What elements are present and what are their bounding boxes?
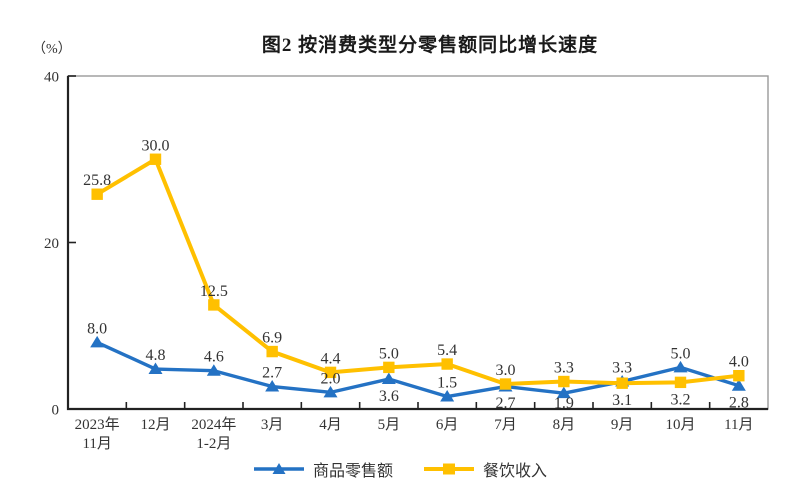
data-point-marker-0 bbox=[673, 360, 688, 373]
chart-title: 图2 按消费类型分零售额同比增长速度 bbox=[261, 35, 599, 56]
data-point-marker-1 bbox=[324, 366, 337, 379]
data-point-marker-1 bbox=[616, 377, 628, 389]
data-point-marker-1 bbox=[674, 376, 687, 389]
data-label-1: 6.9 bbox=[262, 330, 282, 347]
legend-item-catering: 餐饮收入 bbox=[423, 457, 547, 481]
x-tick-label: 6月 bbox=[436, 417, 459, 433]
data-label-1: 3.3 bbox=[554, 360, 574, 377]
y-tick-label: 40 bbox=[44, 70, 59, 86]
data-label-1: 5.4 bbox=[437, 342, 457, 359]
data-label-0: 1.9 bbox=[554, 395, 574, 412]
x-tick-label: 2024年 1-2月 bbox=[191, 416, 236, 452]
x-tick-label: 11月 bbox=[724, 417, 753, 433]
series-line-0 bbox=[95, 340, 741, 399]
data-label-0: 2.0 bbox=[321, 370, 341, 387]
x-tick-label: 2023年 11月 bbox=[75, 416, 120, 452]
x-tick-label: 9月 bbox=[611, 417, 634, 433]
y-tick-label: 20 bbox=[44, 236, 59, 252]
x-tick-label: 12月 bbox=[140, 417, 170, 433]
data-point-marker-1 bbox=[208, 299, 220, 311]
data-point-marker-0 bbox=[381, 372, 396, 385]
data-point-marker-1 bbox=[149, 153, 162, 165]
data-point-marker-1 bbox=[441, 358, 453, 370]
data-label-0: 3.3 bbox=[612, 360, 632, 377]
data-label-0: 2.7 bbox=[262, 365, 282, 382]
legend-catering-marker-icon bbox=[424, 463, 474, 475]
data-point-marker-1 bbox=[383, 361, 395, 374]
legend-catering-label: 餐饮收入 bbox=[483, 463, 548, 480]
data-point-marker-0 bbox=[148, 362, 163, 375]
data-label-1: 3.2 bbox=[671, 391, 691, 408]
data-point-marker-0 bbox=[440, 390, 455, 402]
axis-lines bbox=[66, 76, 768, 411]
data-label-0: 4.8 bbox=[146, 347, 166, 364]
data-point-marker-1 bbox=[266, 345, 278, 358]
data-label-1: 12.5 bbox=[200, 283, 228, 300]
plot-border bbox=[67, 75, 769, 410]
data-point-marker-0 bbox=[90, 335, 105, 348]
legend-item-goods-retail: 商品零售额 bbox=[253, 457, 393, 481]
x-tick-label: 4月 bbox=[319, 417, 342, 433]
x-tick-label: 3月 bbox=[261, 417, 284, 433]
data-label-1: 3.1 bbox=[612, 392, 632, 409]
data-label-0: 2.8 bbox=[729, 395, 749, 412]
y-tick-label: 0 bbox=[52, 403, 60, 419]
x-tick-label: 5月 bbox=[378, 417, 401, 433]
data-label-0: 1.5 bbox=[437, 375, 457, 392]
data-point-marker-0 bbox=[731, 379, 746, 391]
legend-goods-retail-marker-icon bbox=[253, 463, 304, 474]
data-label-0: 5.0 bbox=[671, 345, 691, 362]
data-label-1: 3.0 bbox=[496, 362, 516, 379]
data-point-marker-0 bbox=[265, 380, 280, 392]
legend-goods-retail-label: 商品零售额 bbox=[312, 463, 393, 480]
y-axis-unit-label: （%） bbox=[32, 42, 72, 57]
data-label-1: 25.8 bbox=[83, 172, 111, 189]
data-point-marker-1 bbox=[91, 188, 103, 200]
data-label-1: 4.0 bbox=[729, 354, 749, 371]
data-point-marker-1 bbox=[558, 375, 570, 388]
data-label-0: 2.7 bbox=[496, 395, 516, 412]
data-point-marker-0 bbox=[556, 386, 571, 399]
x-tick-label: 10月 bbox=[665, 417, 695, 433]
x-tick-label: 7月 bbox=[494, 417, 517, 433]
data-point-marker-1 bbox=[733, 370, 745, 382]
data-label-1: 4.4 bbox=[321, 350, 341, 367]
chart-legend: 商品零售额 餐饮收入 bbox=[0, 457, 800, 481]
series-line-1 bbox=[95, 157, 741, 387]
data-label-0: 4.6 bbox=[204, 349, 224, 366]
data-point-marker-0 bbox=[323, 385, 338, 398]
data-label-0: 3.6 bbox=[379, 388, 399, 405]
data-label-1: 30.0 bbox=[142, 137, 170, 154]
data-point-marker-1 bbox=[499, 378, 512, 390]
data-label-1: 5.0 bbox=[379, 345, 399, 362]
x-tick-label: 8月 bbox=[553, 417, 576, 433]
data-point-marker-0 bbox=[206, 364, 221, 376]
data-label-0: 8.0 bbox=[87, 320, 107, 337]
